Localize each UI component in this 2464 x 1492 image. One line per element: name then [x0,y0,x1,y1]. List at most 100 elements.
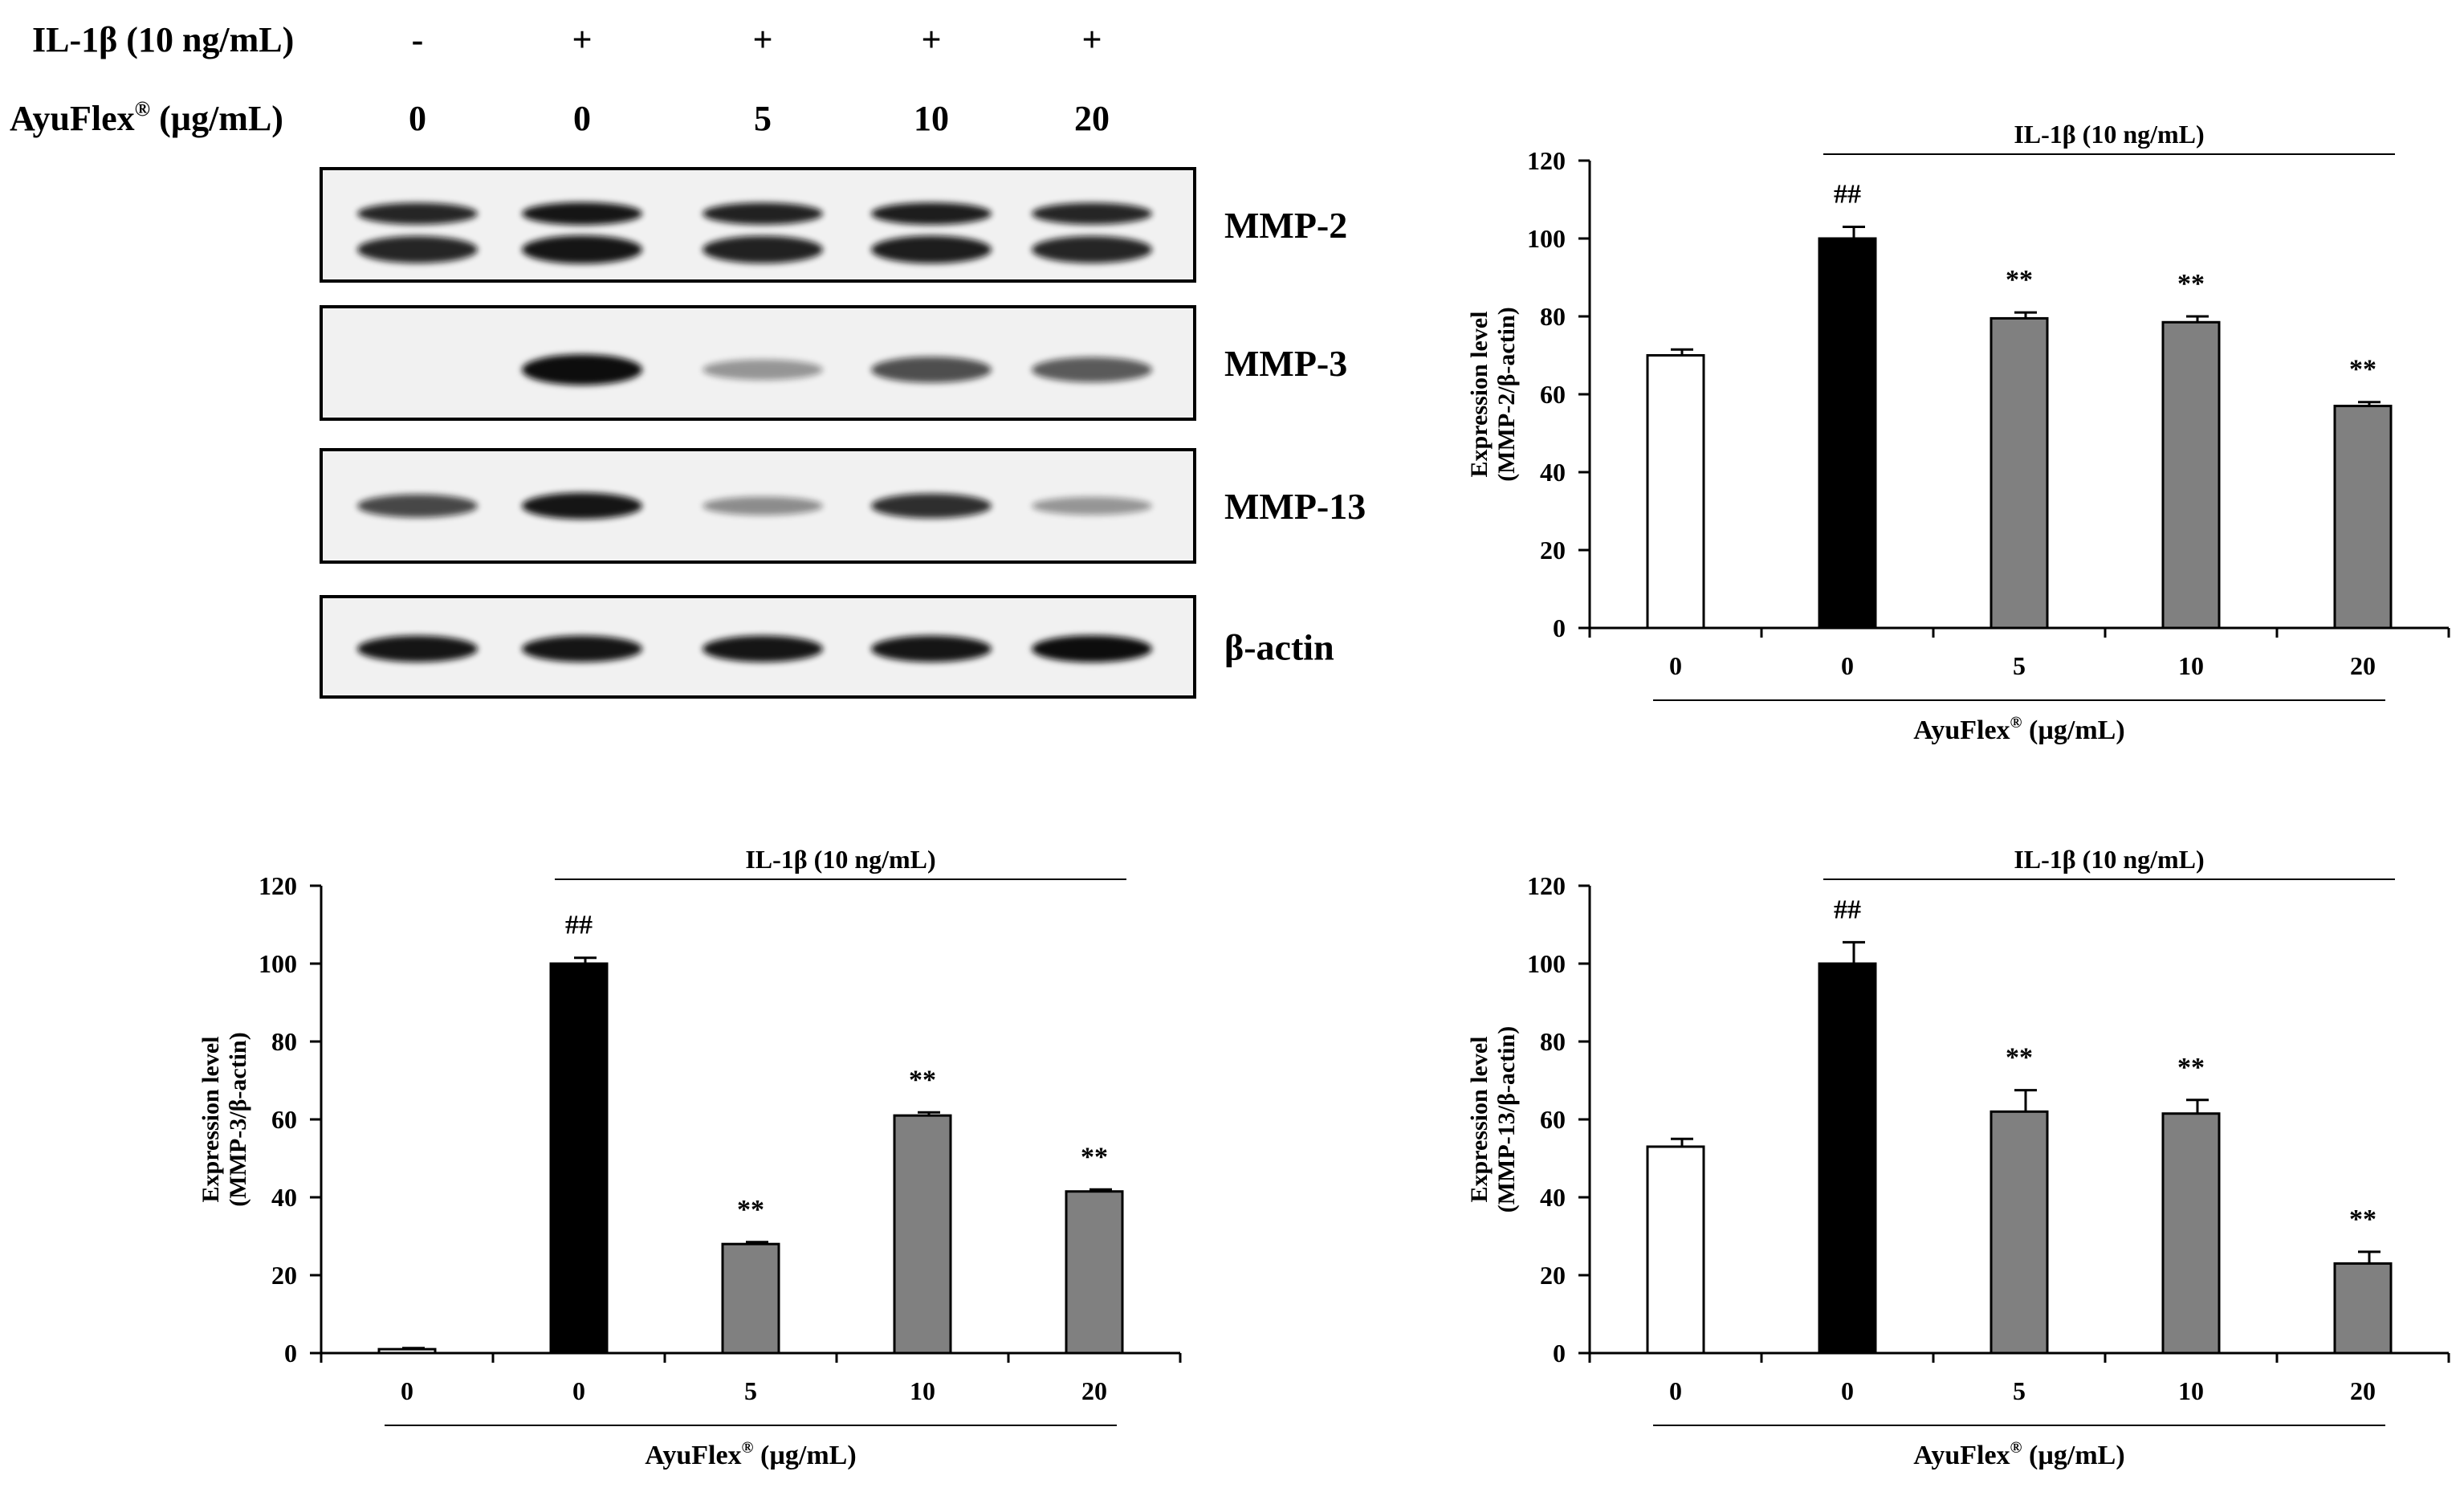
blot-band [703,496,823,516]
blot-protein-label: β-actin [1224,627,1334,668]
blot-band [871,493,992,519]
y-tick-label: 100 [1527,224,1566,253]
blot-panel-frame [320,167,1196,283]
blot-band [703,359,823,381]
blot-header-value: 0 [573,99,591,138]
bar [2333,405,2393,630]
blot-header-value: + [921,20,941,59]
blot-band [871,202,992,225]
bar [2333,1262,2393,1355]
significance-annotation: ** [2349,355,2376,385]
group-label: IL-1β (10 ng/mL) [2014,845,2204,874]
blot-header-value: + [572,20,592,59]
blot-row-label-ayuflex: AyuFlex® (µg/mL) [10,97,283,138]
significance-annotation: ** [2177,269,2205,299]
blot-band [357,494,478,518]
blot-band [357,635,478,662]
y-tick-label: 80 [1540,302,1566,331]
blot-header-value: 10 [914,99,949,138]
y-tick-label: 0 [284,1339,297,1368]
bar [549,962,609,1355]
blot-band [522,492,642,520]
y-tick-label: 60 [1540,380,1566,409]
x-tick-label: 5 [2013,1376,2026,1405]
blot-band [357,235,478,263]
x-tick-label: 0 [572,1376,585,1405]
x-tick-label: 0 [1841,651,1854,680]
blot-panel: MMP-13 [320,448,1366,564]
x-tick-label: 10 [2178,651,2204,680]
y-tick-label: 0 [1553,1339,1566,1368]
western-blot-panels: MMP-2 MMP-3 MMP-13 β-actin [320,167,1366,699]
y-tick-label: 40 [271,1183,297,1212]
y-axis-label: Expression level(MMP-3/β-actin) [198,1032,251,1206]
bar [893,1114,952,1355]
x-tick-label: 10 [2178,1376,2204,1405]
x-tick-label: 20 [2350,1376,2376,1405]
chart-mmp3: 0 20 40 60 80 100 120 0 ## 0 ** 5 ** 10 ** 20 AyuFlex® (… [198,845,1182,1470]
blot-protein-label: MMP-2 [1224,205,1347,246]
significance-annotation: ## [1834,895,1861,924]
blot-band [1032,496,1152,516]
blot-header-value: 20 [1074,99,1110,138]
significance-annotation: ## [565,911,593,940]
y-tick-label: 20 [1540,1261,1566,1290]
blot-panel: MMP-2 [320,167,1347,283]
y-tick-label: 40 [1540,458,1566,487]
blot-band [522,202,642,226]
blot-header-values: - + + + +0 0 5 10 20 [409,20,1110,138]
x-axis-label: AyuFlex® (µg/mL) [1913,714,2124,745]
significance-annotation: ** [909,1065,936,1095]
blot-band [522,354,642,385]
blot-band [357,202,478,225]
x-tick-label: 20 [1081,1376,1107,1405]
x-tick-label: 0 [1841,1376,1854,1405]
bar [1646,354,1705,630]
significance-annotation: ** [737,1195,764,1225]
blot-panel: β-actin [320,595,1334,699]
blot-band [703,635,823,662]
bar [1646,1145,1705,1355]
blot-band [1032,635,1152,662]
blot-band [871,635,992,662]
blot-header-value: + [752,20,772,59]
x-axis-label: AyuFlex® (µg/mL) [645,1439,856,1470]
bar [1818,237,1877,630]
blot-header: IL-1β (10 ng/mL) AyuFlex® (µg/mL) - + + + +0… [10,20,1110,138]
x-tick-label: 0 [1669,1376,1682,1405]
y-tick-label: 80 [1540,1027,1566,1056]
blot-band [871,235,992,264]
blot-protein-label: MMP-3 [1224,343,1347,384]
group-label: IL-1β (10 ng/mL) [745,845,935,874]
chart-mmp13: 0 20 40 60 80 100 120 0 ## 0 ** 5 ** 10 ** 20 AyuFlex® (… [1466,845,2450,1470]
y-tick-label: 40 [1540,1183,1566,1212]
y-tick-label: 100 [1527,949,1566,978]
significance-annotation: ** [2006,265,2033,295]
y-tick-label: 120 [1527,146,1566,175]
x-tick-label: 0 [1669,651,1682,680]
y-tick-label: 0 [1553,614,1566,642]
y-axis-label: Expression level(MMP-13/β-actin) [1466,1026,1520,1213]
significance-annotation: ** [2177,1053,2205,1082]
significance-annotation: ## [1834,179,1861,209]
y-tick-label: 120 [259,871,297,900]
blot-header-value: 0 [409,99,426,138]
bar [2161,1112,2221,1355]
x-tick-label: 5 [2013,651,2026,680]
significance-annotation: ** [2349,1205,2376,1234]
y-axis-label: Expression level(MMP-2/β-actin) [1466,307,1520,481]
y-tick-label: 20 [1540,536,1566,565]
blot-band [871,357,992,383]
y-tick-label: 60 [1540,1105,1566,1134]
bar [1818,962,1877,1355]
blot-header-value: + [1081,20,1102,59]
bar [2161,320,2221,630]
y-tick-label: 60 [271,1105,297,1134]
blot-row-label-il1b: IL-1β (10 ng/mL) [32,20,294,59]
y-tick-label: 80 [271,1027,297,1056]
bar [1990,316,2049,630]
blot-band [1032,202,1152,225]
bar [721,1242,780,1355]
significance-annotation: ** [1081,1142,1108,1172]
